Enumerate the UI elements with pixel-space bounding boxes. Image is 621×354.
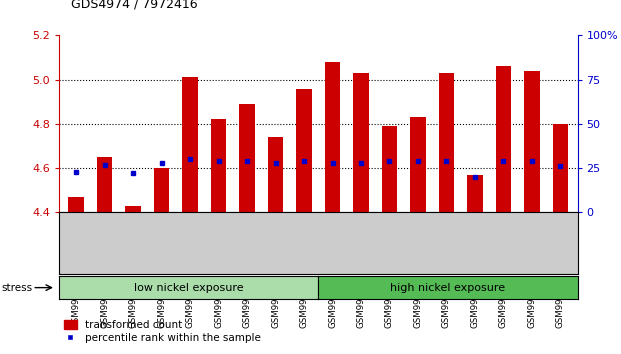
Text: GDS4974 / 7972416: GDS4974 / 7972416 <box>71 0 198 11</box>
Bar <box>296 88 312 212</box>
Bar <box>553 124 568 212</box>
Bar <box>382 126 397 212</box>
Text: stress: stress <box>2 282 33 293</box>
Bar <box>68 197 84 212</box>
Bar <box>182 78 198 212</box>
Bar <box>438 73 455 212</box>
Bar <box>239 104 255 212</box>
Bar <box>97 157 112 212</box>
Bar <box>154 168 170 212</box>
Bar <box>524 71 540 212</box>
Text: low nickel exposure: low nickel exposure <box>134 282 243 293</box>
Bar <box>325 62 340 212</box>
Bar <box>496 67 511 212</box>
Bar <box>268 137 283 212</box>
Bar <box>353 73 369 212</box>
Bar <box>211 119 227 212</box>
Bar <box>467 175 483 212</box>
Bar <box>125 206 141 212</box>
Text: high nickel exposure: high nickel exposure <box>391 282 505 293</box>
Bar <box>410 117 426 212</box>
Legend: transformed count, percentile rank within the sample: transformed count, percentile rank withi… <box>64 320 261 343</box>
